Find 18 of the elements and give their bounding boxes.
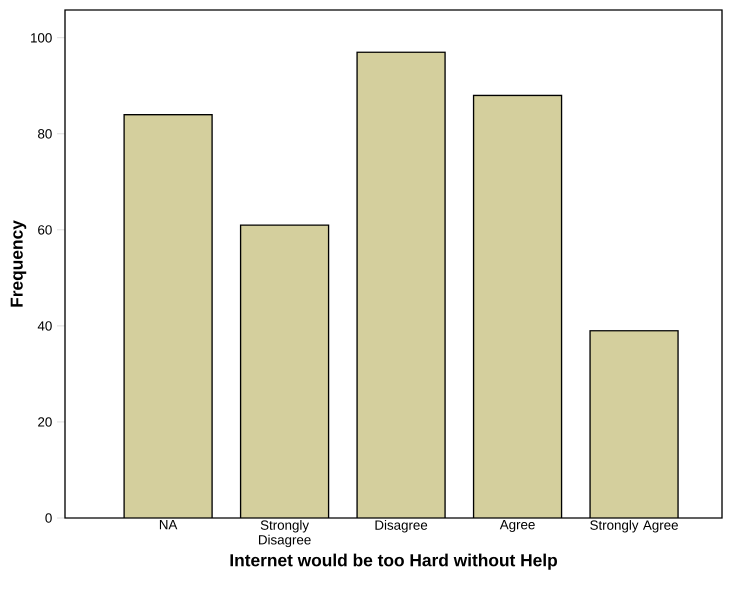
bar xyxy=(240,225,329,518)
x-tick-label: Agree xyxy=(500,520,535,532)
y-tick-label: 80 xyxy=(38,129,52,139)
y-tick-label: 0 xyxy=(45,513,52,523)
y-tick-label: 40 xyxy=(38,321,52,331)
x-tick-label: NA xyxy=(160,520,178,530)
bar xyxy=(589,330,679,518)
bar xyxy=(357,52,446,518)
x-tick-label: Strongly Agree xyxy=(590,520,678,532)
y-tick-label: 60 xyxy=(38,225,52,235)
y-axis-title: Frequency xyxy=(10,220,26,307)
x-tick-label: Disagree xyxy=(375,520,428,532)
bar xyxy=(124,114,212,518)
y-tick-label: 20 xyxy=(38,417,52,427)
x-tick-label: Strongly Disagree xyxy=(258,520,311,548)
bar xyxy=(474,95,562,518)
y-tick-label: 100 xyxy=(31,33,52,43)
x-axis-title: Internet would be too Hard without Help xyxy=(230,554,557,570)
